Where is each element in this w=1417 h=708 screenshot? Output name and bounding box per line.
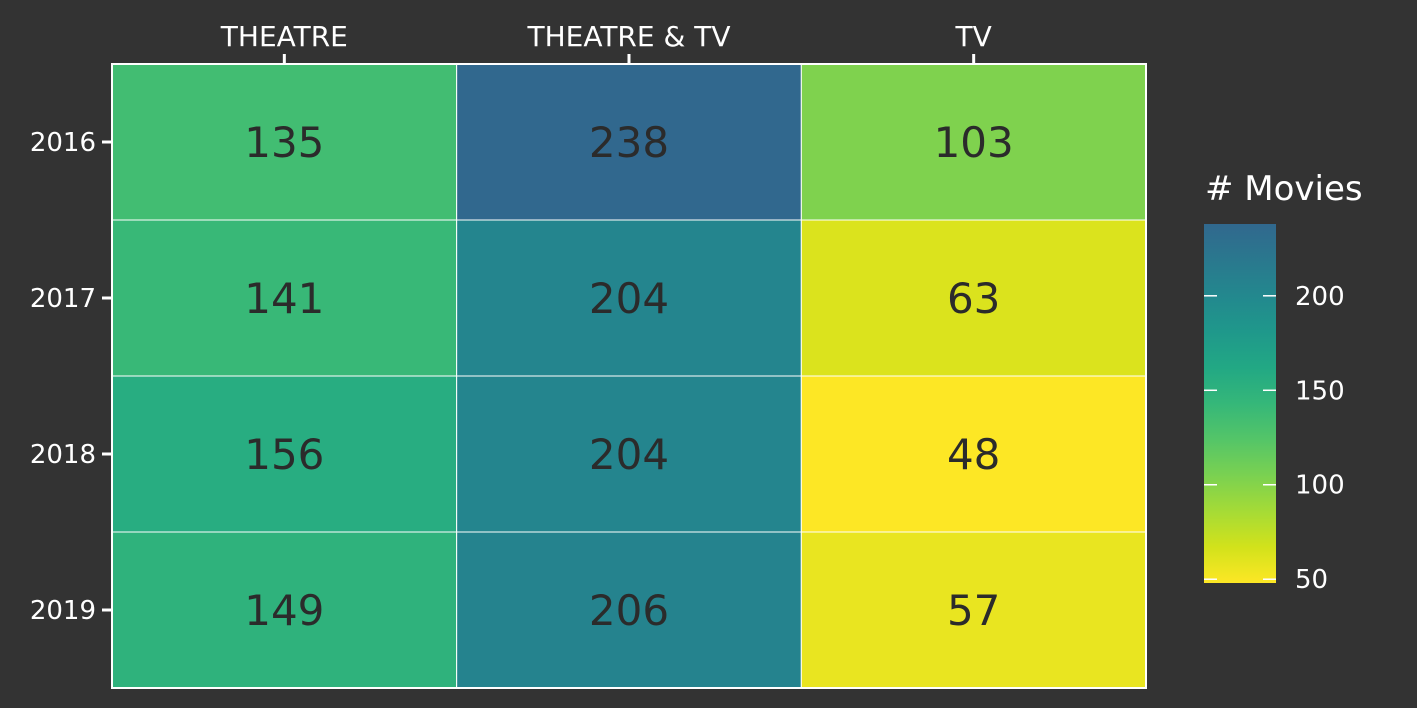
row-label: 2018 [30,440,96,470]
heatmap-cell [800,531,1147,689]
cell-value-label: 48 [947,430,1000,479]
column-label: THEATRE & TV [527,20,731,53]
heatmap-cell [456,63,802,221]
heatmap-cell [111,531,458,689]
legend-title: # Movies [1205,169,1363,209]
heatmap-cell [456,219,802,377]
cell-value-label: 149 [244,586,324,635]
legend-tick-label: 50 [1295,565,1328,595]
row-label: 2019 [30,596,96,626]
cell-value-label: 135 [244,118,324,167]
legend-tick-label: 100 [1295,471,1345,501]
cell-value-label: 63 [947,274,1000,323]
cell-value-label: 141 [244,274,324,323]
row-axis: 2016 2017 2018 2019 [30,128,112,626]
cell-value-label: 156 [244,430,324,479]
heatmap-cell [111,375,458,533]
legend-tick-label: 150 [1295,376,1345,406]
cell-value-label: 204 [589,274,669,323]
cell-value-label: 57 [947,586,1000,635]
row-label: 2016 [30,128,96,158]
legend-tick-label: 200 [1295,282,1345,312]
cell-value-label: 238 [589,118,669,167]
legend-colorbar [1204,224,1276,583]
row-label: 2017 [30,284,96,314]
cell-value-label: 204 [589,430,669,479]
column-axis: THEATRE THEATRE & TV TV [220,20,992,64]
heatmap-cell [111,219,458,377]
heatmap-cells: 135 238 103 141 204 63 156 204 48 149 206 57 [111,63,1147,689]
cell-value-label: 103 [934,118,1014,167]
cell-value-label: 206 [589,586,669,635]
heatmap-cell [111,63,458,221]
column-label: THEATRE [220,20,348,53]
heatmap-cell [456,375,802,533]
column-label: TV [955,20,992,53]
color-legend: # Movies 50 100 150 200 [1204,169,1363,595]
heatmap-cell [800,219,1147,377]
